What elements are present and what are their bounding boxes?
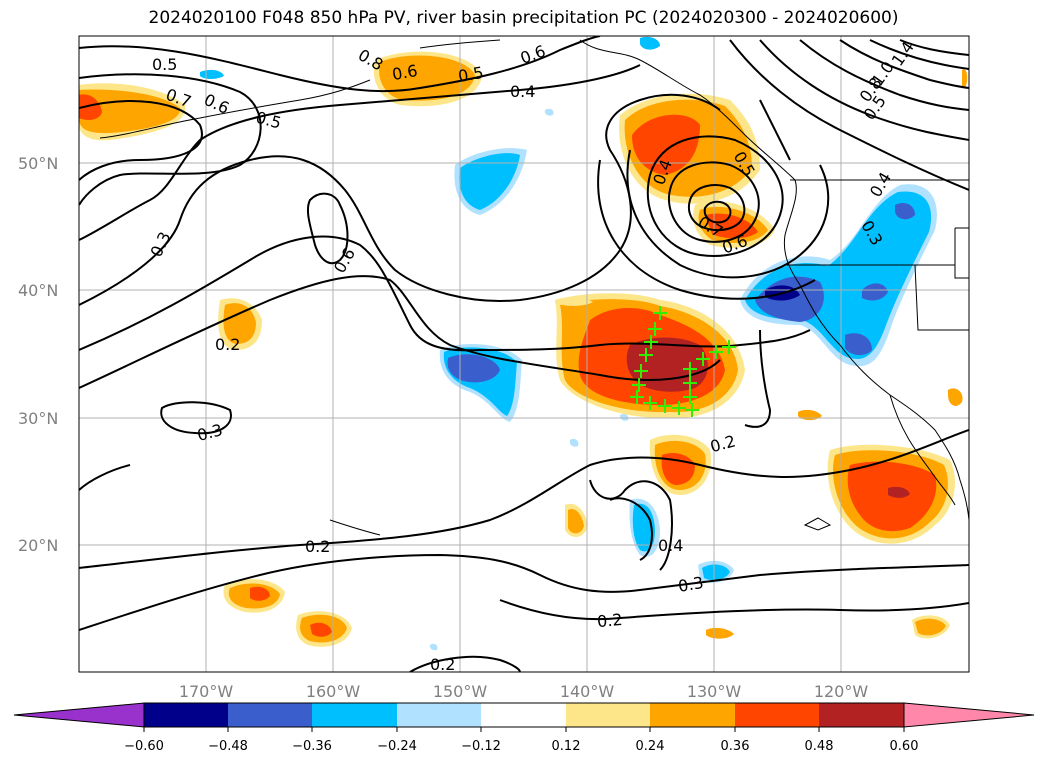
contour-label: 0.6	[391, 61, 419, 84]
colorbar-tick-label: 0.24	[636, 739, 665, 754]
colorbar-segment	[650, 703, 735, 727]
latitude-labels: 50°N 40°N 30°N 20°N	[18, 154, 58, 555]
colorbar-segment	[397, 703, 481, 727]
lon-label: 140°W	[560, 682, 615, 701]
colorbar-segment	[566, 703, 650, 727]
colorbar-tick-label: 0.12	[552, 739, 581, 754]
lon-label: 120°W	[814, 682, 869, 701]
colorbar-tick-label: −0.12	[461, 739, 501, 754]
lon-label: 130°W	[687, 682, 742, 701]
map-frame	[78, 35, 970, 673]
map-title: 2024020100 F048 850 hPa PV, river basin …	[148, 8, 899, 28]
colorbar-tick-label: 0.48	[805, 739, 834, 754]
lon-label: 170°W	[179, 682, 234, 701]
pv-contours	[79, 36, 969, 672]
colorbar-segment	[735, 703, 819, 727]
colorbar-tick-label: 0.60	[890, 739, 919, 754]
colorbar-segment	[312, 703, 397, 727]
contour-label: 0.2	[215, 335, 240, 354]
lat-label: 20°N	[18, 536, 58, 555]
lat-label: 30°N	[18, 409, 58, 428]
colorbar-segment	[481, 703, 566, 727]
colorbar-tick-label: −0.24	[377, 739, 417, 754]
longitude-labels: 170°W 160°W 150°W 140°W 130°W 120°W	[179, 682, 869, 701]
colorbar-segment	[144, 703, 228, 727]
colorbar-tick-label: −0.60	[124, 739, 164, 754]
contour-label: 0.2	[596, 610, 623, 631]
colorbar-segment	[228, 703, 312, 727]
contour-label: 0.3	[677, 573, 705, 596]
lon-label: 150°W	[433, 682, 488, 701]
contour-label: 0.4	[510, 82, 535, 101]
gridlines	[79, 36, 969, 672]
contour-label: 0.5	[152, 55, 177, 74]
contour-label: 0.4	[658, 536, 683, 555]
contour-label: 0.2	[430, 655, 455, 674]
colorbar-tick-label: 0.36	[721, 739, 750, 754]
map-area: 0.5 0.7 0.6 0.5 0.8 0.6 0.5 0.6 0.4 0.3 …	[79, 36, 969, 674]
lat-label: 40°N	[18, 281, 58, 300]
contour-label: 0.2	[305, 537, 330, 556]
colorbar: −0.60 −0.48 −0.36 −0.24 −0.12 0.12 0.24 …	[13, 702, 1035, 754]
colorbar-tick-label: −0.36	[292, 739, 332, 754]
colorbar-tick-label: −0.48	[208, 739, 248, 754]
coastline	[99, 39, 969, 536]
colorbar-ticks	[143, 727, 905, 732]
colorbar-extend-high	[903, 702, 1035, 728]
colorbar-segment	[819, 703, 904, 727]
colorbar-extend-low	[13, 702, 145, 728]
basin-markers	[630, 306, 736, 417]
lat-label: 50°N	[18, 154, 58, 173]
contour-label: 0.5	[457, 63, 485, 86]
lon-label: 160°W	[306, 682, 361, 701]
